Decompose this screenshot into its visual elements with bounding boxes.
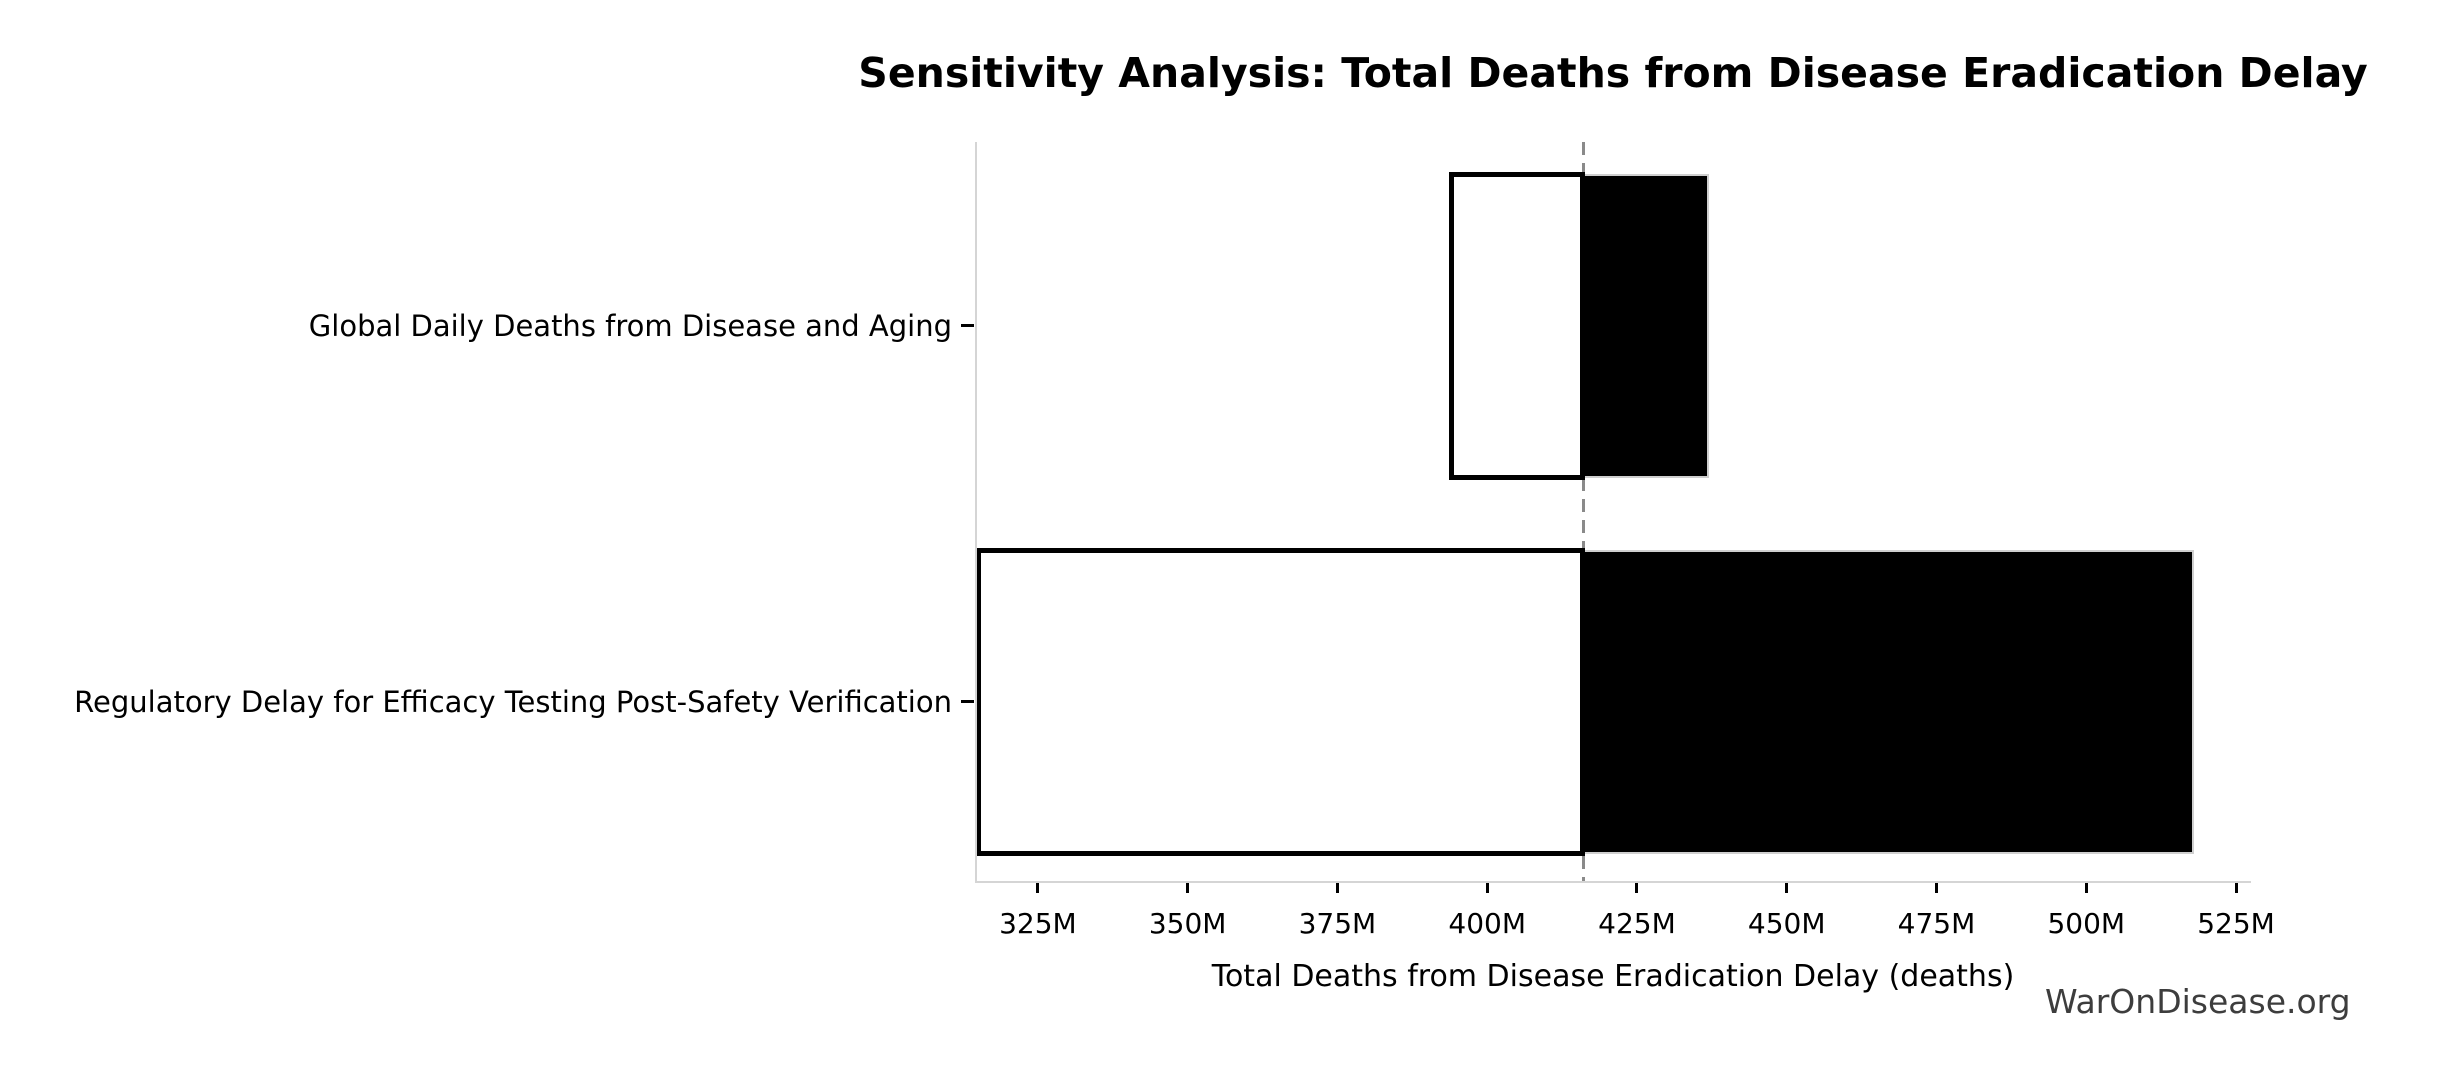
x-tick-label: 525M	[2197, 907, 2275, 940]
x-tick-mark	[1485, 883, 1489, 893]
x-tick-mark	[1635, 883, 1639, 893]
x-tick-mark	[2234, 883, 2238, 893]
x-axis-spine	[975, 881, 2251, 883]
x-tick-label: 475M	[1897, 907, 1976, 940]
x-tick-label: 375M	[1298, 907, 1377, 940]
x-tick-mark	[1036, 883, 1040, 893]
chart-title: Sensitivity Analysis: Total Deaths from …	[858, 49, 2368, 97]
bar-low-segment	[975, 548, 1586, 856]
x-tick-label: 500M	[2047, 907, 2126, 940]
x-tick-mark	[1186, 883, 1190, 893]
x-tick-mark	[1785, 883, 1789, 893]
watermark: WarOnDisease.org	[2045, 982, 2351, 1021]
x-tick-label: 425M	[1598, 907, 1676, 940]
x-tick-label: 400M	[1448, 907, 1526, 940]
x-tick-label: 325M	[999, 907, 1077, 940]
category-label: Global Daily Deaths from Disease and Agi…	[308, 309, 952, 343]
x-tick-label: 350M	[1148, 907, 1227, 940]
x-tick-mark	[1335, 883, 1339, 893]
x-tick-label: 450M	[1747, 907, 1826, 940]
x-tick-mark	[1934, 883, 1938, 893]
x-axis-label: Total Deaths from Disease Eradication De…	[1211, 959, 2015, 994]
x-tick-mark	[2084, 883, 2088, 893]
y-tick-mark	[961, 700, 974, 703]
bar-low-segment	[1449, 172, 1586, 480]
y-axis-spine	[975, 142, 977, 882]
baseline-dashed-line	[1581, 142, 1585, 882]
category-label: Regulatory Delay for Efficacy Testing Po…	[74, 685, 952, 719]
y-tick-mark	[961, 324, 974, 327]
